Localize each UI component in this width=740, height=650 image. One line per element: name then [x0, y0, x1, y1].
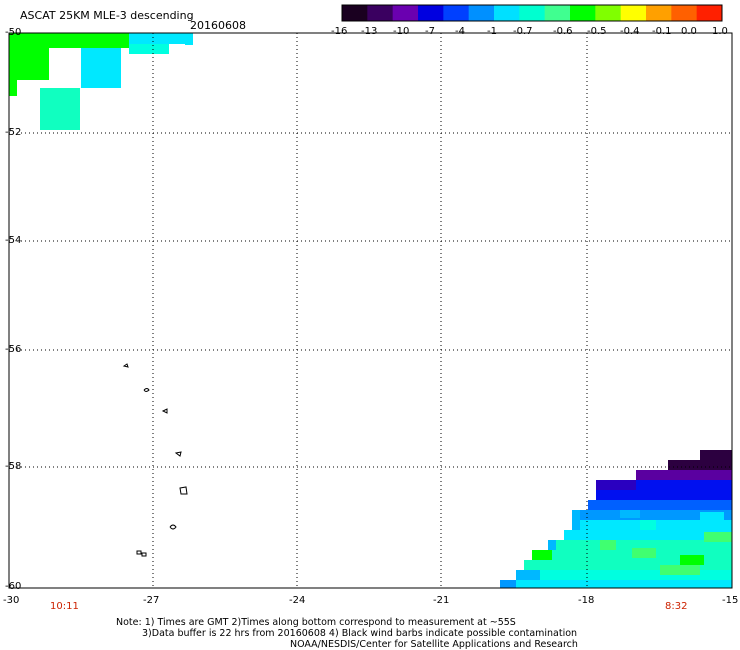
start-time: 10:11	[50, 601, 79, 612]
product-date: 20160608	[190, 19, 246, 32]
colorbar-border	[341, 4, 723, 22]
note-line-3: NOAA/NESDIS/Center for Satellite Applica…	[290, 639, 578, 650]
colorbar-tick: 1.0	[712, 26, 728, 37]
wind-barb	[143, 388, 150, 392]
lon-label: -21	[433, 595, 450, 606]
lat-label: -56	[5, 344, 22, 355]
wind-barb	[161, 408, 168, 414]
note-line-2: 3)Data buffer is 22 hrs from 20160608 4)…	[142, 628, 578, 639]
colorbar-segment	[367, 5, 394, 21]
map-frame	[8, 32, 733, 589]
colorbar-tick: -0.6	[553, 26, 573, 37]
colorbar-segment	[418, 5, 444, 21]
product-title: ASCAT 25KM MLE-3 descending	[20, 9, 194, 22]
colorbar-segment	[646, 5, 672, 21]
data-pixel	[564, 530, 732, 540]
colorbar-segment	[620, 5, 647, 21]
colorbar-segment	[544, 5, 571, 21]
data-pixel	[640, 520, 656, 530]
data-pixel	[516, 570, 540, 580]
data-pixel	[636, 480, 732, 490]
colorbar-segment	[519, 5, 546, 21]
data-pixel	[600, 540, 616, 550]
lat-label: -50	[5, 27, 22, 38]
colorbar-tick: -7	[425, 26, 435, 37]
colorbar-tick: -0.7	[513, 26, 533, 37]
colorbar-segment	[671, 5, 698, 21]
lon-label: -24	[289, 595, 306, 606]
colorbar-tick: 0.0	[681, 26, 697, 37]
wind-barb	[122, 363, 129, 368]
data-pixel	[81, 48, 121, 88]
colorbar-segment	[443, 5, 470, 21]
data-pixel	[668, 460, 732, 470]
lon-label: -27	[143, 595, 160, 606]
end-time: 8:32	[665, 601, 688, 612]
data-pixel	[660, 565, 700, 575]
data-pixel	[596, 480, 636, 490]
colorbar-tick: -0.5	[587, 26, 607, 37]
data-pixel	[9, 48, 49, 80]
note-line-1: Note: 1) Times are GMT 2)Times along bot…	[116, 617, 516, 628]
lat-label: -54	[5, 235, 22, 246]
wind-barb	[174, 451, 182, 457]
data-pixel	[700, 470, 732, 480]
colorbar-tick: -1	[487, 26, 497, 37]
contamination-barbs	[122, 363, 188, 557]
data-pixel	[700, 450, 732, 460]
colorbar-tick: -13	[361, 26, 378, 37]
data-pixel	[620, 510, 640, 518]
lon-label: -18	[578, 595, 595, 606]
data-pixel	[610, 560, 634, 570]
lat-label: -58	[5, 461, 22, 472]
colorbar-segment	[392, 5, 419, 21]
wind-barb	[179, 486, 188, 495]
colorbar-tick: -0.4	[620, 26, 640, 37]
data-pixel	[540, 570, 732, 580]
lon-label: -15	[722, 595, 739, 606]
wind-barb	[136, 550, 147, 557]
data-pixel	[680, 555, 704, 565]
data-pixel	[704, 532, 732, 542]
data-pixel	[632, 548, 656, 558]
wind-data-pixels	[9, 33, 732, 588]
data-pixel	[588, 500, 732, 510]
data-pixel	[9, 33, 129, 48]
map-grid	[9, 33, 732, 588]
data-pixel	[532, 550, 552, 560]
data-pixel	[596, 490, 732, 500]
data-pixel	[636, 470, 700, 480]
colorbar-tick: -0.1	[652, 26, 672, 37]
lat-label: -60	[5, 581, 22, 592]
data-pixel	[129, 44, 169, 54]
wind-barb	[169, 524, 177, 530]
data-pixel	[516, 580, 732, 588]
data-pixel	[572, 510, 580, 530]
colorbar-segment	[696, 5, 723, 21]
data-pixel	[40, 88, 80, 130]
data-pixel	[500, 580, 516, 588]
data-pixel	[700, 512, 724, 520]
lat-label: -52	[5, 127, 22, 138]
colorbar-tick: -10	[393, 26, 410, 37]
colorbar-segment	[342, 5, 368, 21]
data-pixel	[580, 510, 732, 520]
colorbar-tick: -4	[455, 26, 465, 37]
data-pixel	[9, 80, 17, 96]
colorbar-segment	[570, 5, 596, 21]
colorbar-tick: -16	[331, 26, 348, 37]
data-pixel	[548, 540, 556, 550]
colorbar	[341, 4, 723, 22]
data-pixel	[129, 33, 185, 44]
data-pixel	[185, 33, 193, 45]
colorbar-segment	[494, 5, 520, 21]
lon-label: -30	[3, 595, 20, 606]
colorbar-segment	[468, 5, 495, 21]
colorbar-segment	[595, 5, 622, 21]
data-pixel	[556, 540, 732, 550]
